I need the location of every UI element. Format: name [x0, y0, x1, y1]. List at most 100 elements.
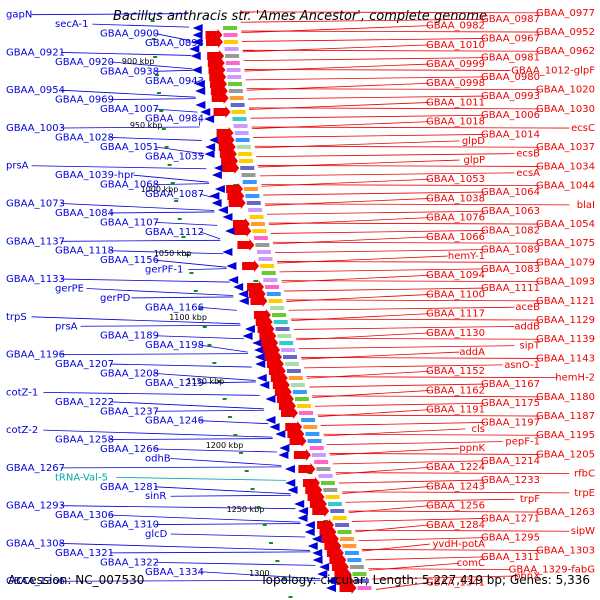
gene-label[interactable]: GBAA_0962 — [536, 46, 595, 57]
gene-label[interactable]: GBAA_1087 — [145, 189, 204, 200]
gene-label[interactable]: ppnK — [459, 443, 485, 454]
gene-label[interactable]: GBAA_1093 — [536, 277, 595, 288]
gene-label[interactable]: GBAA_1267 — [6, 463, 65, 474]
gene-label[interactable]: ecsB — [516, 149, 540, 160]
gene-label[interactable]: GBAA_1198 — [145, 340, 204, 351]
gene-label[interactable]: GBAA_1007 — [100, 104, 159, 115]
gene-label[interactable]: tRNA-Val-5 — [55, 472, 108, 483]
gene-label[interactable]: GBAA_1038 — [426, 193, 485, 204]
gene-label[interactable]: GBAA_1064 — [481, 187, 540, 198]
gene-label[interactable]: prsA — [6, 161, 29, 172]
gene-label[interactable]: GBAA_1037 — [536, 142, 595, 153]
gene-label[interactable]: GBAA_1187 — [536, 411, 595, 422]
gene-label[interactable]: GBAA_1243 — [426, 481, 485, 492]
gene-label[interactable]: trpE — [574, 488, 595, 499]
gene-label[interactable]: glcD — [145, 529, 168, 540]
gene-label[interactable]: gerPD — [100, 293, 131, 304]
gene-label[interactable]: GBAA_1066 — [426, 232, 485, 243]
gene-label[interactable]: hemY-1 — [448, 251, 485, 262]
gene-label[interactable]: GBAA_1219 — [145, 378, 204, 389]
gene-label[interactable]: trpS — [6, 312, 27, 323]
gene-label[interactable]: GBAA_0969 — [55, 95, 114, 106]
gene-label[interactable]: GBAA_1035 — [145, 151, 204, 162]
gene-label[interactable]: GBAA_0967 — [481, 33, 540, 44]
gene-label[interactable]: GBAA_1094 — [426, 270, 485, 281]
gene-label[interactable]: GBAA_1195 — [536, 430, 595, 441]
gene-label[interactable]: GBAA_0981 — [481, 53, 540, 64]
gene-label[interactable]: GBAA_1139 — [536, 334, 595, 345]
gene-label[interactable]: GBAA_1322 — [100, 557, 159, 568]
gene-label[interactable]: phnX — [514, 571, 540, 582]
gene-label[interactable]: GBAA_1271 — [481, 513, 540, 524]
gene-label[interactable]: GBAA_1100 — [426, 289, 485, 300]
gene-label[interactable]: GBAA_0921 — [6, 47, 65, 58]
gene-label[interactable]: GBAA_1266 — [100, 444, 159, 455]
gene-label[interactable]: GBAA_1076 — [426, 213, 485, 224]
gene-label[interactable]: rfbC — [574, 469, 595, 480]
gene-label[interactable]: aceB — [515, 302, 540, 313]
gene-label[interactable]: pepF-1 — [505, 437, 540, 448]
gene-label[interactable]: trpF — [520, 494, 540, 505]
gene-label[interactable]: prsA — [55, 321, 78, 332]
gene-label[interactable]: GBAA_1281 — [100, 482, 159, 493]
gene-label[interactable]: GBAA_1068 — [100, 180, 159, 191]
gene-label[interactable]: GBAA_1112 — [145, 227, 204, 238]
gene-label[interactable]: GBAA_0893 — [145, 38, 204, 49]
gene-label[interactable]: GBAA_1121 — [536, 296, 595, 307]
gene-label[interactable]: GBAA_1010 — [426, 40, 485, 51]
gene-label[interactable]: blaI — [577, 200, 595, 211]
gene-label[interactable]: GBAA_1196 — [6, 350, 65, 361]
gene-label[interactable]: GBAA_1263 — [536, 507, 595, 518]
gene-label[interactable]: GBAA_1222 — [55, 397, 114, 408]
gene-label[interactable]: GBAA_1175 — [481, 398, 540, 409]
gene-label[interactable]: GBAA_1214 — [481, 456, 540, 467]
gene-label[interactable]: GBAA_1003 — [6, 123, 65, 134]
gene-label[interactable]: hemH-2 — [555, 373, 595, 384]
gene-label[interactable]: GBAA_0920 — [55, 57, 114, 68]
gene-label[interactable]: sipW — [571, 526, 595, 537]
gene-label[interactable]: ecsA — [516, 168, 540, 179]
gene-label[interactable]: GBAA_1329-fabG — [509, 565, 595, 576]
gene-label[interactable]: comC — [457, 558, 485, 569]
gene-label[interactable]: GBAA_0900 — [100, 29, 159, 40]
gene-label[interactable]: GBAA_1039-hpr — [55, 170, 135, 181]
gene-label[interactable]: GBAA_1258 — [55, 435, 114, 446]
gene-label[interactable]: GBAA_1107 — [100, 217, 159, 228]
gene-label[interactable]: GBAA_1079 — [536, 257, 595, 268]
gene-label[interactable]: GBAA_0999 — [426, 59, 485, 70]
gene-label[interactable]: gerPE — [55, 284, 84, 295]
gene-label[interactable]: GBAA_1321 — [55, 548, 114, 559]
gene-label[interactable]: glpP — [463, 155, 485, 166]
gene-label[interactable]: GBAA_1207 — [55, 359, 114, 370]
gene-label[interactable]: yvdH-potA — [432, 539, 485, 550]
gene-label[interactable]: GBAA_1366 — [6, 576, 65, 587]
gene-label[interactable]: GBAA_0982 — [426, 21, 485, 32]
gene-label[interactable]: GBAA_1189 — [100, 331, 159, 342]
gene-label[interactable]: GBAA_1111 — [481, 283, 540, 294]
gene-label[interactable]: GBAA_0998 — [426, 78, 485, 89]
gene-label[interactable]: addB — [514, 321, 540, 332]
gene-label[interactable]: GBAA_1054 — [536, 219, 595, 230]
gene-label[interactable]: GBAA_1180 — [536, 392, 595, 403]
gene-label[interactable]: GBAA_1295 — [481, 533, 540, 544]
gene-label[interactable]: cotZ-1 — [6, 387, 38, 398]
gene-label[interactable]: GBAA_1152 — [426, 366, 485, 377]
gene-label[interactable]: sipT — [520, 341, 541, 352]
gene-label[interactable]: GBAA_1308 — [6, 538, 65, 549]
gene-label[interactable]: GBAA_1020 — [536, 85, 595, 96]
gene-label[interactable]: GBAA_0987 — [481, 14, 540, 25]
gene-label[interactable]: GBAA_1224 — [426, 462, 485, 473]
gene-label[interactable]: GBAA_1014 — [481, 129, 540, 140]
gene-label[interactable]: GBAA_1256 — [426, 501, 485, 512]
gene-label[interactable]: GBAA_1083 — [481, 264, 540, 275]
gene-label[interactable]: GBAA_1044 — [536, 181, 595, 192]
gene-label[interactable]: GBAA_1334 — [145, 567, 204, 578]
gene-label[interactable]: GBAA_1034 — [536, 161, 595, 172]
gene-label[interactable]: asnO-1 — [504, 360, 540, 371]
gene-label[interactable]: GBAA_0980 — [481, 72, 540, 83]
gene-label[interactable]: GBAA_1030 — [536, 104, 595, 115]
gene-label[interactable]: GBAA_1341 — [426, 577, 485, 588]
gene-label[interactable]: glpD — [462, 136, 485, 147]
gene-label[interactable]: GBAA_1075 — [536, 238, 595, 249]
gene-label[interactable]: GBAA_1246 — [145, 416, 204, 427]
